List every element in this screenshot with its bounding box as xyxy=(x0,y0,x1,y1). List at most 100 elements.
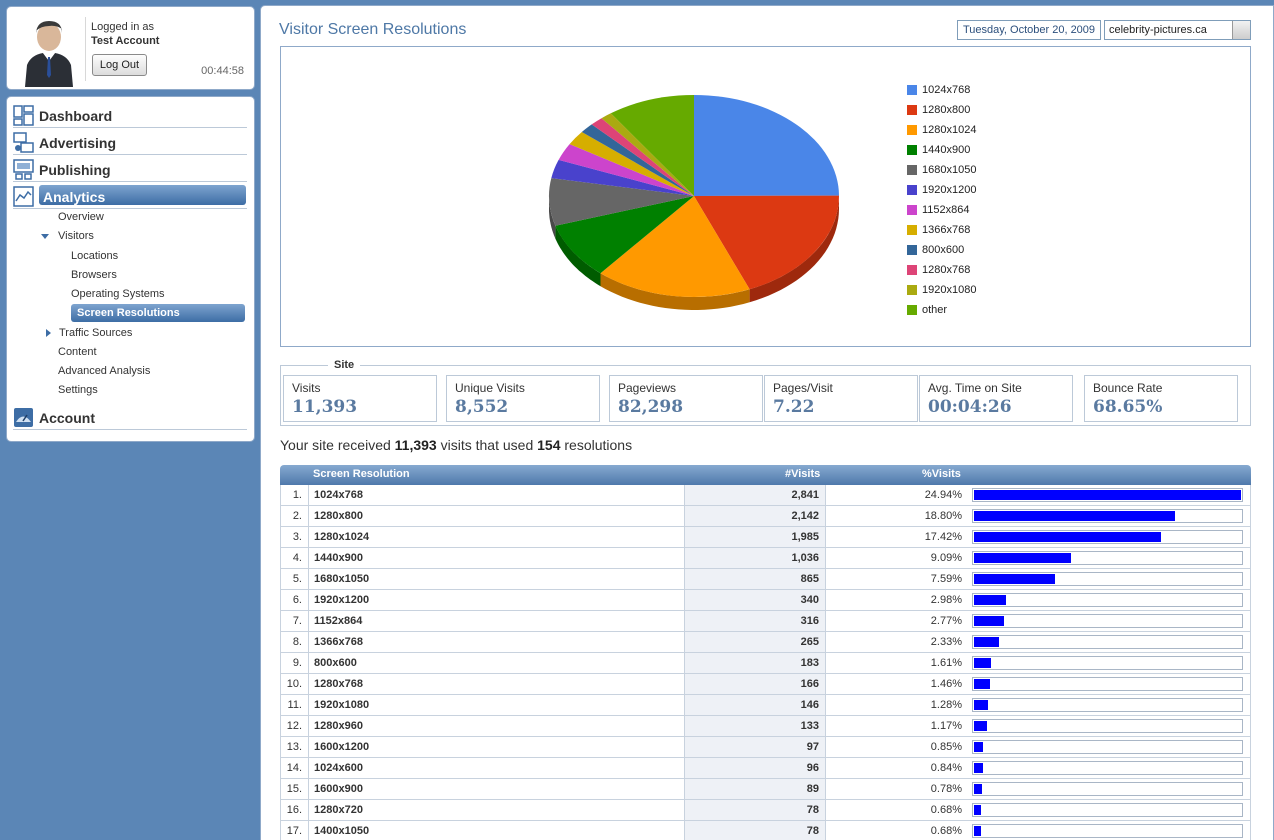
row-resolution: 1440x900 xyxy=(309,548,685,568)
legend-item: 1280x1024 xyxy=(907,120,976,140)
pie-slice-side xyxy=(600,273,750,310)
nav-publishing-label: Publishing xyxy=(39,161,111,178)
row-index: 12. xyxy=(281,716,309,736)
table-row[interactable]: 14. 1024x600 96 0.84% xyxy=(280,758,1251,779)
nav-account-label: Account xyxy=(39,409,95,426)
row-index: 2. xyxy=(281,506,309,526)
row-percent-bar xyxy=(972,740,1243,754)
legend-item: 1280x768 xyxy=(907,260,976,280)
pie-slice[interactable] xyxy=(555,196,694,274)
nav-browsers[interactable]: Browsers xyxy=(71,269,117,281)
legend-label: 1280x768 xyxy=(922,264,971,276)
row-percent-bar xyxy=(972,824,1243,838)
table-row[interactable]: 16. 1280x720 78 0.68% xyxy=(280,800,1251,821)
pie-slice[interactable] xyxy=(551,159,694,196)
nav-account[interactable]: Account xyxy=(13,406,247,430)
table-row[interactable]: 4. 1440x900 1,036 9.09% xyxy=(280,548,1251,569)
nav-locations[interactable]: Locations xyxy=(71,250,119,262)
stat-label: Pageviews xyxy=(618,381,677,395)
pie-slice[interactable] xyxy=(694,195,840,290)
table-row[interactable]: 5. 1680x1050 865 7.59% xyxy=(280,569,1251,590)
legend-swatch xyxy=(907,225,917,235)
pie-slice[interactable] xyxy=(581,124,694,196)
nav-advanced-analysis[interactable]: Advanced Analysis xyxy=(58,365,151,377)
legend-swatch xyxy=(907,265,917,275)
row-index: 3. xyxy=(281,527,309,547)
row-resolution: 1280x768 xyxy=(309,674,685,694)
nav-traffic-sources[interactable]: Traffic Sources xyxy=(46,327,132,339)
table-row[interactable]: 13. 1600x1200 97 0.85% xyxy=(280,737,1251,758)
table-row[interactable]: 3. 1280x1024 1,985 17.42% xyxy=(280,527,1251,548)
nav-screen-resolutions[interactable]: Screen Resolutions xyxy=(71,304,245,322)
stat-bounce-rate: Bounce Rate 68.65% xyxy=(1084,375,1238,422)
column-header-resolution[interactable]: Screen Resolution xyxy=(313,468,410,480)
percent-bar-fill xyxy=(974,679,990,689)
nav-content[interactable]: Content xyxy=(58,346,97,358)
row-visits: 265 xyxy=(685,632,826,652)
legend-label: 1920x1200 xyxy=(922,184,977,196)
legend-item: 1280x800 xyxy=(907,100,976,120)
table-row[interactable]: 7. 1152x864 316 2.77% xyxy=(280,611,1251,632)
table-row[interactable]: 6. 1920x1200 340 2.98% xyxy=(280,590,1251,611)
nav-dashboard[interactable]: Dashboard xyxy=(13,104,247,128)
logout-button[interactable]: Log Out xyxy=(92,54,147,76)
column-header-visits[interactable]: #Visits xyxy=(785,468,821,480)
percent-bar-fill xyxy=(974,616,1004,626)
date-picker[interactable]: Tuesday, October 20, 2009 xyxy=(957,20,1101,40)
table-row[interactable]: 12. 1280x960 133 1.17% xyxy=(280,716,1251,737)
row-resolution: 1680x1050 xyxy=(309,569,685,589)
table-row[interactable]: 15. 1600x900 89 0.78% xyxy=(280,779,1251,800)
legend-label: 1152x864 xyxy=(922,204,970,216)
nav-operating-systems[interactable]: Operating Systems xyxy=(71,288,165,300)
row-resolution: 1280x720 xyxy=(309,800,685,820)
nav-analytics[interactable]: Analytics xyxy=(13,185,247,209)
table-row[interactable]: 11. 1920x1080 146 1.28% xyxy=(280,695,1251,716)
row-percent: 2.98% xyxy=(930,594,962,606)
row-percent-bar xyxy=(972,509,1243,523)
row-percent: 0.68% xyxy=(930,825,962,837)
row-visits: 97 xyxy=(685,737,826,757)
row-resolution: 1280x800 xyxy=(309,506,685,526)
nav-dashboard-label: Dashboard xyxy=(39,107,113,124)
row-index: 8. xyxy=(281,632,309,652)
legend-label: other xyxy=(922,304,948,316)
pie-slice[interactable] xyxy=(569,132,694,196)
table-row[interactable]: 10. 1280x768 166 1.46% xyxy=(280,674,1251,695)
row-visits: 78 xyxy=(685,821,826,840)
row-percent: 17.42% xyxy=(924,531,962,543)
table-row[interactable]: 17. 1400x1050 78 0.68% xyxy=(280,821,1251,840)
nav-settings[interactable]: Settings xyxy=(58,384,98,396)
nav-advertising[interactable]: Advertising xyxy=(13,131,247,155)
legend-swatch xyxy=(907,165,917,175)
pie-slice[interactable] xyxy=(591,118,694,196)
site-select[interactable]: celebrity-pictures.ca xyxy=(1104,20,1251,40)
pie-slice[interactable] xyxy=(610,95,694,196)
legend-swatch xyxy=(907,145,917,155)
nav-visitors[interactable]: Visitors xyxy=(41,230,94,242)
column-header-percent[interactable]: %Visits xyxy=(922,468,961,480)
row-resolution: 1280x960 xyxy=(309,716,685,736)
table-row[interactable]: 9. 800x600 183 1.61% xyxy=(280,653,1251,674)
pie-slice[interactable] xyxy=(600,196,750,298)
table-row[interactable]: 8. 1366x768 265 2.33% xyxy=(280,632,1251,653)
legend-item: 800x600 xyxy=(907,240,976,260)
percent-bar-fill xyxy=(974,658,992,668)
pie-slice[interactable] xyxy=(548,178,694,226)
row-visits: 1,985 xyxy=(685,527,826,547)
pie-slice[interactable] xyxy=(694,95,839,196)
percent-bar-fill xyxy=(974,784,983,794)
pie-slice[interactable] xyxy=(558,144,694,196)
row-index: 9. xyxy=(281,653,309,673)
legend-item: other xyxy=(907,300,976,320)
table-row[interactable]: 2. 1280x800 2,142 18.80% xyxy=(280,506,1251,527)
row-visits: 96 xyxy=(685,758,826,778)
row-index: 16. xyxy=(281,800,309,820)
row-visits: 340 xyxy=(685,590,826,610)
nav-overview[interactable]: Overview xyxy=(58,211,104,223)
row-visits: 865 xyxy=(685,569,826,589)
legend-swatch xyxy=(907,85,917,95)
table-row[interactable]: 1. 1024x768 2,841 24.94% xyxy=(280,485,1251,506)
nav-publishing[interactable]: Publishing xyxy=(13,158,247,182)
pie-slice[interactable] xyxy=(601,113,695,196)
row-percent-bar xyxy=(972,803,1243,817)
